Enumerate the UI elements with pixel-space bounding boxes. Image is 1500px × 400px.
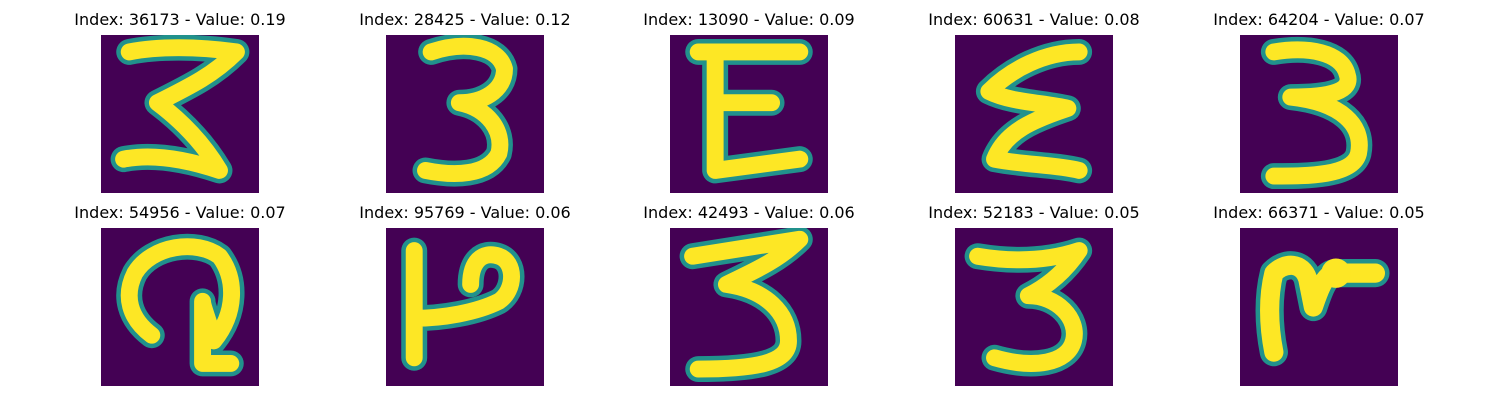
digit-glyph: [975, 38, 1093, 184]
digit-image: [955, 35, 1113, 193]
digit-glyph: [679, 228, 813, 383]
digit-image: [955, 228, 1113, 386]
digit-glyph: [401, 237, 525, 371]
panel-title: Index: 28425 - Value: 0.12: [359, 10, 571, 29]
panel-8: Index: 42493 - Value: 0.06: [607, 203, 891, 386]
digit-image: [1240, 228, 1398, 386]
digit-image: [101, 35, 259, 193]
digit-glyph: [110, 35, 250, 184]
panel-title: Index: 64204 - Value: 0.07: [1213, 10, 1425, 29]
panel-7: Index: 95769 - Value: 0.06: [323, 203, 607, 386]
panel-title: Index: 95769 - Value: 0.06: [359, 203, 571, 222]
panel-2: Index: 28425 - Value: 0.12: [323, 10, 607, 193]
digit-glyph: [1260, 36, 1373, 190]
panel-title: Index: 54956 - Value: 0.07: [74, 203, 286, 222]
digit-image: [386, 35, 544, 193]
digit-glyph: [685, 38, 813, 184]
panel-title: Index: 60631 - Value: 0.08: [928, 10, 1140, 29]
digit-glyph: [412, 35, 518, 187]
panel-title: Index: 52183 - Value: 0.05: [928, 203, 1140, 222]
panel-1: Index: 36173 - Value: 0.19: [38, 10, 322, 193]
panel-5: Index: 64204 - Value: 0.07: [1177, 10, 1461, 193]
panel-title: Index: 13090 - Value: 0.09: [643, 10, 855, 29]
digit-image: [670, 228, 828, 386]
digit-image: [1240, 35, 1398, 193]
digit-glyph: [964, 237, 1093, 377]
panel-6: Index: 54956 - Value: 0.07: [38, 203, 322, 386]
panel-3: Index: 13090 - Value: 0.09: [607, 10, 891, 193]
panel-title: Index: 66371 - Value: 0.05: [1213, 203, 1425, 222]
digit-glyph: [1255, 251, 1390, 367]
panel-10: Index: 66371 - Value: 0.05: [1177, 203, 1461, 386]
digit-image: [670, 35, 828, 193]
digit-image: [386, 228, 544, 386]
digit-glyph: [116, 233, 245, 377]
digit-image: [101, 228, 259, 386]
panel-title: Index: 36173 - Value: 0.19: [74, 10, 286, 29]
panel-9: Index: 52183 - Value: 0.05: [892, 203, 1176, 386]
panel-title: Index: 42493 - Value: 0.06: [643, 203, 855, 222]
panel-4: Index: 60631 - Value: 0.08: [892, 10, 1176, 193]
